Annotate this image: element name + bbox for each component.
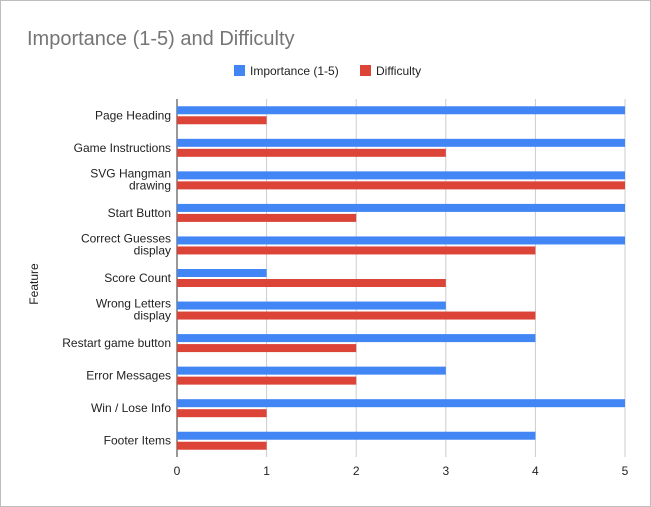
legend-swatch-0	[234, 65, 245, 76]
x-tick-label-2: 2	[353, 464, 360, 478]
bars	[177, 106, 625, 450]
category-label-6-line-0: Wrong Letters	[96, 297, 171, 311]
category-label-0: Page Heading	[95, 108, 171, 122]
bar-1-6	[177, 311, 536, 320]
bar-1-8	[177, 376, 357, 385]
bar-0-3	[177, 203, 625, 212]
x-tick-labels: 0 1 2 3 4 5	[174, 464, 629, 478]
category-label-2-line-0: SVG Hangman	[90, 166, 171, 180]
legend: Importance (1-5) Difficulty	[234, 64, 421, 78]
bar-0-7	[177, 334, 536, 343]
category-label-3: Start Button	[108, 206, 171, 220]
bar-0-8	[177, 366, 446, 375]
bar-1-2	[177, 181, 625, 190]
gridlines	[176, 99, 626, 457]
bar-0-2	[177, 171, 625, 180]
category-label-6-line-1: display	[134, 309, 171, 323]
category-label-4-line-0: Correct Guesses	[81, 231, 171, 245]
category-label-2-line-1: drawing	[129, 178, 171, 192]
bar-0-1	[177, 138, 625, 147]
category-label-10: Footer Items	[104, 434, 171, 448]
bar-0-9	[177, 399, 625, 408]
category-label-9: Win / Lose Info	[91, 401, 171, 415]
bar-0-5	[177, 269, 267, 277]
bar-1-5	[177, 279, 446, 287]
bar-0-10	[177, 431, 536, 440]
bar-1-3	[177, 213, 357, 222]
y-axis-title: Feature	[27, 263, 41, 305]
x-tick-label-1: 1	[263, 464, 270, 478]
x-tick-label-0: 0	[174, 464, 181, 478]
legend-swatch-1	[360, 65, 371, 76]
x-tick-label-3: 3	[442, 464, 449, 478]
category-label-7: Restart game button	[62, 336, 171, 350]
bar-1-4	[177, 246, 536, 255]
category-label-1: Game Instructions	[74, 141, 171, 155]
category-label-4-line-1: display	[134, 243, 171, 257]
category-labels: Page Heading Game Instructions SVG Hangman…	[62, 108, 171, 447]
bar-0-0	[177, 106, 625, 115]
legend-label-1: Difficulty	[376, 64, 421, 78]
bar-0-6	[177, 301, 446, 310]
x-tick-label-4: 4	[532, 464, 539, 478]
bar-1-10	[177, 441, 267, 450]
category-label-8: Error Messages	[86, 369, 171, 383]
category-label-5: Score Count	[104, 271, 171, 285]
bar-1-0	[177, 116, 267, 125]
bar-1-1	[177, 148, 446, 157]
bar-1-7	[177, 344, 357, 353]
chart-title: Importance (1-5) and Difficulty	[27, 28, 295, 50]
legend-label-0: Importance (1-5)	[250, 64, 339, 78]
x-tick-label-5: 5	[622, 464, 629, 478]
bar-1-9	[177, 409, 267, 418]
bar-0-4	[177, 236, 625, 245]
